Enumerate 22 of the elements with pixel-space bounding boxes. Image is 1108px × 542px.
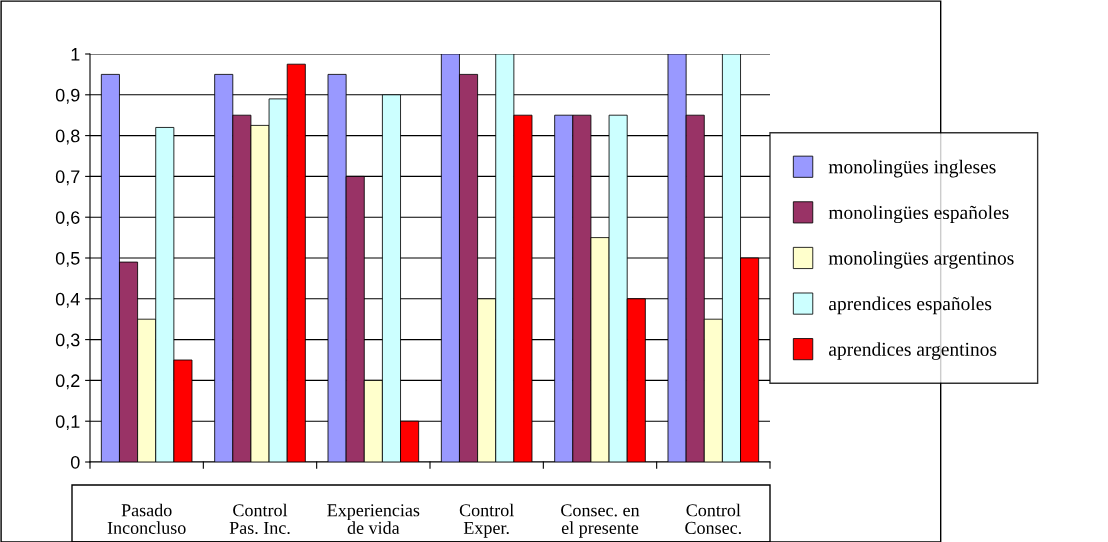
y-tick-label: 0,2 <box>55 374 80 390</box>
y-tick-label: 0,4 <box>55 292 80 308</box>
y-tick-label: 0,9 <box>55 88 80 104</box>
x-tick-label: Control Consec. <box>685 503 741 535</box>
y-tick-label: 0,5 <box>55 251 80 267</box>
y-tick-label: 0,7 <box>55 170 80 186</box>
y-tick-label: 0 <box>70 455 80 469</box>
legend-label: aprendices españoles <box>829 296 992 315</box>
x-tick-label: Experiencias de vida <box>327 504 420 534</box>
y-tick-label: 0,8 <box>55 129 80 145</box>
x-tick-label: Control Exper. <box>459 503 514 538</box>
y-tick-label: 0,6 <box>55 211 80 227</box>
legend-label: aprendices argentinos <box>829 342 997 360</box>
y-tick-label: 1 <box>71 48 80 61</box>
x-tick-label: Consec. en el presente <box>561 504 640 538</box>
x-tick-label: Pasado Inconcluso <box>107 503 186 534</box>
legend-label: monolingües argentinos <box>828 250 1014 269</box>
x-tick-label: Control Pas. Inc. <box>229 503 290 535</box>
legend-label: monolingües ingleses <box>828 159 996 178</box>
y-tick-label: 0,1 <box>55 415 80 431</box>
y-tick-label: 0,3 <box>55 333 80 349</box>
legend-label: monolingües españoles <box>828 205 1009 224</box>
